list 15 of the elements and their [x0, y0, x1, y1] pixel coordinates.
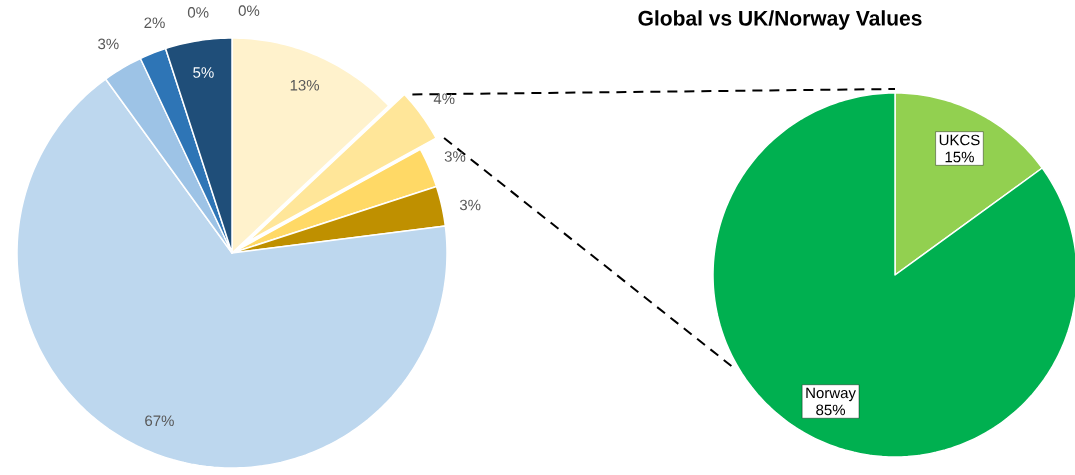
- data-label: 85%: [816, 404, 846, 416]
- data-label: 13%: [290, 79, 320, 91]
- data-label: 5%: [193, 67, 214, 78]
- data-label: 67%: [145, 415, 174, 427]
- text: 0%: [187, 7, 209, 18]
- chart-title: Global vs UK/Norway Values: [638, 10, 922, 30]
- text: 0%: [238, 5, 260, 16]
- data-label: 15%: [945, 151, 974, 163]
- data-label: 4%: [433, 93, 455, 105]
- data-label: 3%: [98, 38, 119, 50]
- data-label: 3%: [444, 151, 466, 162]
- data-label: 2%: [144, 17, 165, 29]
- slice-label: Norway: [806, 387, 856, 402]
- data-label: 3%: [459, 199, 481, 211]
- slice-label: UKCS: [939, 134, 980, 146]
